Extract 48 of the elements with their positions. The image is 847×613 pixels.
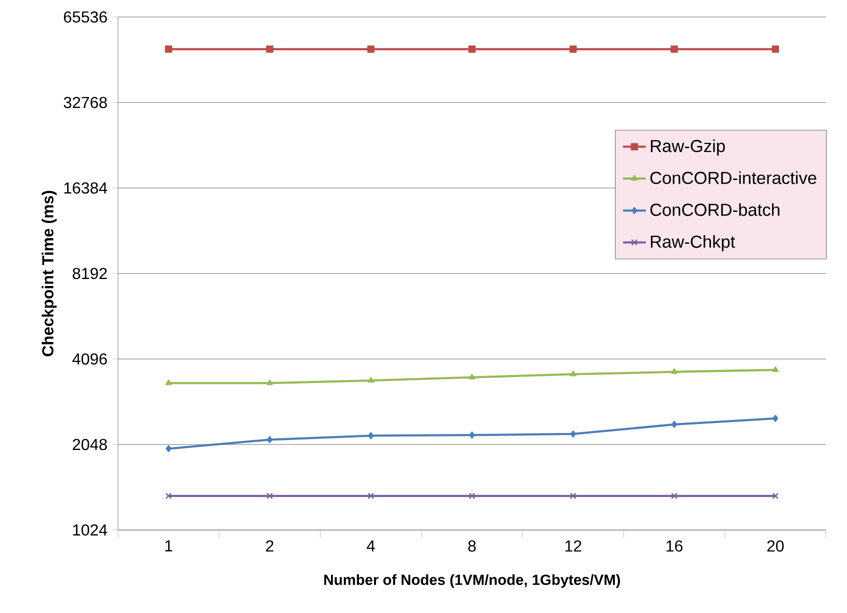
point	[772, 492, 778, 499]
x-tick-label: 1	[165, 540, 172, 552]
point	[368, 432, 374, 440]
x-tick-label: 16	[666, 540, 682, 552]
point	[368, 492, 374, 499]
x-tick-label: 8	[468, 540, 476, 552]
y-tick-label: 1024	[73, 524, 108, 536]
point	[368, 376, 374, 383]
point	[570, 370, 576, 376]
y-tick-label: 16384	[64, 182, 108, 194]
y-tick-label: 8192	[72, 268, 107, 280]
point	[570, 492, 576, 499]
legend-label: ConCORD-interactive	[650, 171, 816, 184]
y-tick-label: 4096	[72, 353, 107, 365]
point	[772, 414, 778, 422]
point	[671, 368, 678, 374]
x-tick-label: 20	[767, 540, 784, 552]
point	[266, 379, 273, 386]
point	[266, 46, 274, 53]
point	[468, 374, 476, 380]
point	[164, 46, 172, 53]
point	[266, 436, 273, 444]
y-tick-label: 2048	[72, 438, 107, 450]
point	[165, 379, 172, 386]
legend-label: Raw-Gzip	[650, 139, 725, 156]
point	[468, 492, 476, 499]
x-tick-label: 4	[366, 540, 375, 552]
point	[367, 46, 374, 53]
point	[670, 46, 678, 53]
point	[772, 366, 779, 372]
point	[671, 420, 678, 428]
y-tick-label: 65536	[64, 11, 107, 23]
point	[166, 445, 172, 452]
legend-label: Raw-Chkpt	[650, 235, 736, 252]
point	[468, 46, 476, 53]
x-tick-label: 12	[565, 540, 582, 552]
point	[469, 431, 475, 439]
point	[166, 492, 172, 499]
y-axis-title: Checkpoint Time (ms)	[42, 190, 57, 356]
point	[266, 492, 273, 499]
x-tick-label: 2	[266, 540, 274, 552]
x-axis-title: Number of Nodes (1VM/node, 1Gbytes/VM)	[324, 574, 620, 588]
point	[772, 46, 780, 53]
y-tick-label: 32768	[64, 96, 107, 108]
point	[570, 430, 576, 438]
legend-label: ConCORD-batch	[650, 203, 780, 216]
point	[671, 492, 678, 499]
point	[570, 46, 577, 53]
